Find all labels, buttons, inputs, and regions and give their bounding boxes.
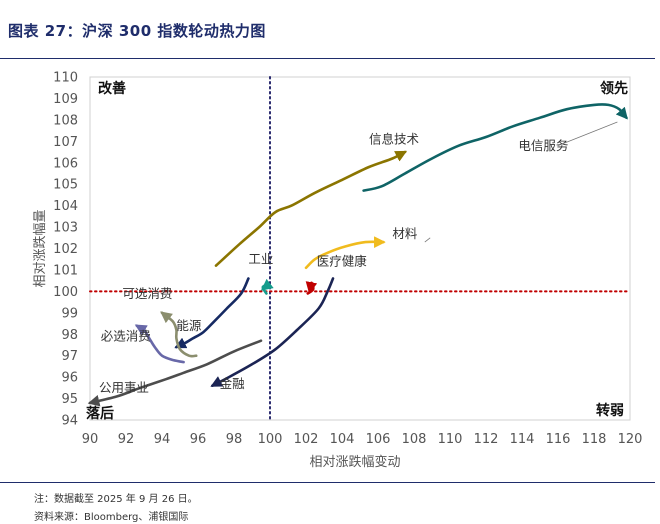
title-divider [0, 58, 655, 59]
x-tick-label: 118 [582, 432, 607, 447]
series-line-5 [210, 277, 335, 387]
y-tick-label: 110 [53, 71, 78, 86]
y-tick-label: 103 [53, 221, 78, 236]
series-line-9 [87, 339, 263, 407]
x-tick-label: 106 [366, 432, 391, 447]
series-label-2: 材料 [392, 226, 418, 241]
series-label-6: 可选消费 [122, 286, 172, 301]
series-label-9: 公用事业 [99, 380, 149, 395]
x-tick-label: 94 [154, 432, 171, 447]
series-line-0 [362, 103, 628, 192]
y-tick-label: 100 [53, 285, 78, 300]
series-label-7: 能源 [176, 318, 202, 333]
series-line-7 [160, 311, 198, 358]
x-tick-label: 90 [82, 432, 99, 447]
y-tick-label: 105 [53, 178, 78, 193]
x-tick-label: 108 [402, 432, 427, 447]
series-line-4 [260, 278, 274, 295]
series-label-5: 金融 [220, 376, 246, 391]
y-tick-label: 94 [61, 414, 78, 429]
label-leader-line-0 [557, 121, 618, 146]
figure-title: 图表 27：沪深 300 指数轮动热力图 [8, 22, 266, 40]
footer-divider [0, 482, 655, 483]
series-label-4: 工业 [248, 252, 273, 267]
x-tick-label: 102 [294, 432, 319, 447]
source-note: 资料来源：Bloomberg、浦银国际 [34, 512, 189, 523]
data-note: 注：数据截至 2025 年 9 月 26 日。 [34, 494, 198, 505]
plot-frame [89, 76, 631, 421]
series-label-3: 医疗健康 [317, 254, 368, 269]
x-tick-label: 110 [438, 432, 463, 447]
x-tick-label: 100 [258, 432, 283, 447]
series-line-6 [174, 277, 250, 349]
y-tick-label: 106 [53, 156, 78, 171]
x-tick-label: 104 [330, 432, 355, 447]
x-tick-label: 116 [546, 432, 571, 447]
series-label-8: 必选消费 [101, 329, 151, 344]
y-tick-label: 97 [61, 349, 78, 364]
quadrant-label-bottom-left: 落后 [86, 405, 114, 422]
x-tick-label: 114 [510, 432, 535, 447]
series-line-2 [304, 236, 386, 270]
x-tick-label: 112 [474, 432, 499, 447]
y-tick-label: 95 [61, 392, 78, 407]
quadrant-label-bottom-right: 转弱 [596, 402, 624, 419]
x-axis-title: 相对涨跌幅变动 [309, 454, 400, 470]
y-tick-label: 98 [61, 328, 78, 343]
y-tick-label: 104 [53, 199, 78, 214]
y-tick-label: 101 [53, 263, 78, 278]
x-tick-label: 98 [226, 432, 243, 447]
y-tick-label: 109 [53, 92, 78, 107]
series-line-1 [214, 150, 408, 267]
y-tick-label: 102 [53, 242, 78, 257]
series-line-3 [305, 281, 318, 295]
series-label-0: 电信服务 [518, 138, 568, 153]
label-leader-line-1 [424, 237, 431, 243]
y-tick-label: 108 [53, 113, 78, 128]
series-line-8 [134, 324, 185, 364]
quadrant-label-top-left: 改善 [98, 80, 126, 97]
x-tick-label: 120 [618, 432, 643, 447]
x-tick-label: 96 [190, 432, 207, 447]
y-tick-label: 99 [61, 306, 78, 321]
y-tick-label: 96 [61, 371, 78, 386]
quadrant-label-top-right: 领先 [600, 80, 628, 97]
x-tick-label: 92 [118, 432, 135, 447]
y-tick-label: 107 [53, 135, 78, 150]
series-label-1: 信息技术 [369, 131, 420, 146]
y-axis-title: 相对涨跌幅量 [32, 209, 48, 287]
